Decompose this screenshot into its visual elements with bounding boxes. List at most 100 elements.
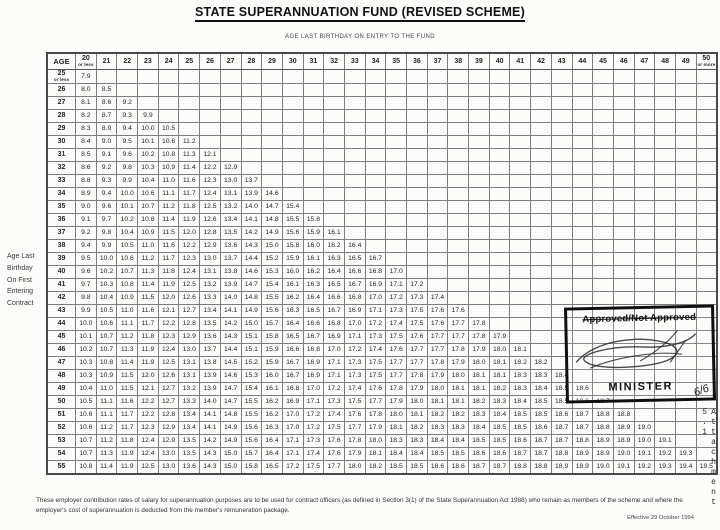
table-cell: 16.4 [323,265,345,279]
table-cell [364,226,387,240]
table-cell: 15.8 [261,330,283,344]
table-cell [509,109,532,123]
col-header: 49 [674,52,697,70]
table-cell: 11.5 [116,382,139,396]
table-cell [281,148,304,162]
table-cell [178,96,201,110]
table-cell [530,96,552,110]
table-cell: 9.2 [116,96,139,110]
table-cell: 13.9 [219,278,242,292]
table-cell [509,96,532,110]
table-cell: 10.3 [75,369,97,383]
table-cell [137,69,159,84]
table-cell [695,148,718,162]
row-header: 28 [46,109,76,123]
table-cell: 18.6 [530,421,552,435]
table-cell: 10.4 [116,226,139,240]
table-cell: 18.6 [447,460,470,475]
table-cell [281,96,304,110]
table-cell: 12.2 [157,317,180,331]
table-cell: 10.5 [116,239,139,253]
row-axis-label: Age Last Birthday On First Entering Contract [7,251,47,310]
table-cell: 18.8 [612,408,635,422]
table-cell: 17.0 [323,343,345,357]
table-cell: 16.2 [281,291,304,305]
table-cell: 8.0 [75,83,97,97]
table-cell: 17.3 [302,434,325,448]
col-header: 28 [240,52,263,70]
table-cell: 15.6 [240,421,263,435]
table-cell: 13.2 [199,278,221,292]
table-cell [612,174,635,188]
table-cell: 17.3 [343,356,366,370]
table-cell: 10.2 [75,343,97,357]
table-cell [654,96,676,110]
table-cell [674,83,697,97]
table-cell [654,252,676,266]
table-cell [468,161,490,175]
table-cell: 12.1 [199,148,221,162]
table-cell: 18.1 [385,421,407,435]
table-cell: 16.7 [281,369,304,383]
row-header: 52 [46,421,76,435]
table-cell [302,148,325,162]
table-cell [447,252,470,266]
table-cell [261,96,283,110]
table-cell: 13.4 [199,304,221,318]
table-cell [674,109,697,123]
table-row: 34 8.9 9.4 10.0 10.6 11.1 11.7 12.4 13.1 13.9 14.6 [46,187,718,201]
table-cell: 16.8 [281,382,304,396]
table-row: 51 10.6 11.1 11.7 12.2 12.8 13.4 14.1 14.8 15.5 16… [46,408,718,422]
table-cell: 18.6 [509,434,532,448]
table-cell: 17.9 [364,421,387,435]
table-cell: 16.0 [302,239,325,253]
table-cell [385,213,407,227]
table-cell [364,187,387,201]
table-cell: 17.5 [406,304,428,318]
table-cell: 18.2 [426,408,449,422]
table-row: 35 9.0 9.6 10.1 10.7 11.2 11.8 12.5 13.2 14.0 14.7… [46,200,718,214]
row-header: 29 [46,122,76,136]
table-cell [592,265,614,279]
table-cell [468,69,490,84]
table-cell [488,278,511,292]
table-cell [385,239,407,253]
table-cell: 16.9 [302,356,325,370]
table-cell [674,213,697,227]
table-cell [654,148,676,162]
table-cell: 14.1 [240,213,263,227]
table-cell: 10.4 [137,174,159,188]
table-cell: 14.7 [219,382,242,396]
table-row: 44 10.0 10.6 11.1 11.7 12.2 12.8 13.5 14.2 15.0 15… [46,317,718,331]
table-cell: 15.0 [219,460,242,475]
table-cell [674,252,697,266]
table-cell [550,265,573,279]
table-cell [302,200,325,214]
table-cell [488,200,511,214]
table-cell: 10.9 [116,291,139,305]
table-cell: 9.5 [75,252,97,266]
table-cell: 18.0 [364,434,387,448]
table-cell [364,213,387,227]
table-cell [633,239,656,253]
table-cell: 13.9 [199,369,221,383]
table-cell: 14.7 [219,395,242,409]
table-cell: 12.9 [178,330,201,344]
table-cell [447,161,470,175]
table-cell [571,252,594,266]
table-cell [488,291,511,305]
table-cell: 18.2 [447,408,470,422]
table-cell: 17.2 [406,278,428,292]
table-cell: 13.6 [178,460,201,475]
table-cell [674,135,697,149]
table-cell [612,226,635,240]
table-cell [281,135,304,149]
col-header: 27 [219,52,242,70]
table-cell [592,148,614,162]
row-header: 51 [46,408,76,422]
col-header: 25 [178,52,201,70]
table-cell: 11.3 [137,265,159,279]
table-cell: 17.2 [281,460,304,475]
table-cell: 18.4 [385,447,407,461]
table-cell [550,187,573,201]
